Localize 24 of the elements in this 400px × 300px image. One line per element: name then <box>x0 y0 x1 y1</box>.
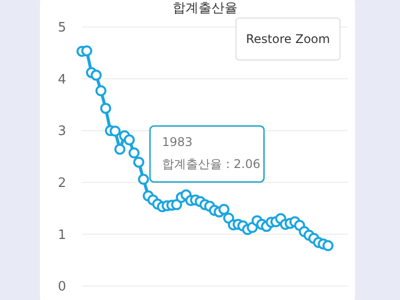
y-tick-label: 4 <box>58 72 66 88</box>
point <box>114 144 126 155</box>
point <box>223 212 234 224</box>
annotation: 1983 합계출산율 : 2.06 <box>162 135 260 171</box>
point <box>128 147 140 158</box>
y-tick-label: 5 <box>58 20 66 36</box>
point <box>124 134 135 146</box>
restore-zoom-button: Restore Zoom <box>236 18 340 60</box>
point <box>81 45 92 56</box>
y-tick-label: 2 <box>58 176 66 191</box>
point <box>138 174 149 185</box>
point <box>90 70 102 81</box>
y-tick-label: 0 <box>58 280 66 295</box>
chart-title: 합계출산율 <box>172 1 238 16</box>
point <box>100 102 112 114</box>
point <box>110 126 121 137</box>
y-tick-label: 1 <box>58 228 66 243</box>
point <box>95 85 106 96</box>
point <box>171 199 182 210</box>
point <box>218 204 230 215</box>
y-tick-label: 3 <box>58 124 66 140</box>
point <box>133 156 144 168</box>
annotation: Restore Zoom <box>246 32 330 46</box>
point <box>322 240 334 252</box>
